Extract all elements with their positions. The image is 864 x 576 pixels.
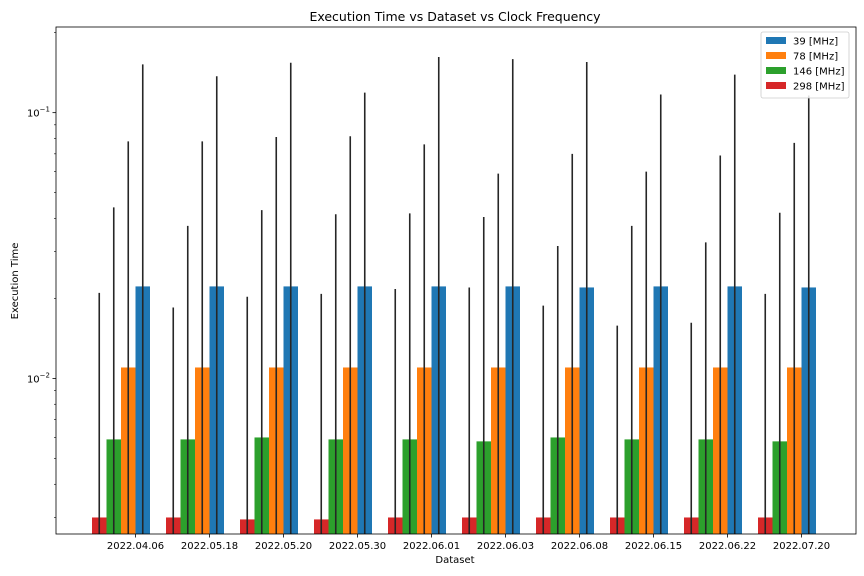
- x-tick-label: 2022.05.20: [255, 541, 312, 552]
- x-tick-label: 2022.06.15: [625, 541, 682, 552]
- x-tick-label: 2022.06.22: [699, 541, 756, 552]
- x-tick-label: 2022.05.30: [329, 541, 386, 552]
- legend-swatch: [766, 67, 786, 74]
- legend-entry: 146 [MHz]: [793, 67, 845, 78]
- plot-area-frame: [55, 26, 857, 535]
- y-tick-label: 10−2: [27, 371, 50, 385]
- legend-entry: 298 [MHz]: [793, 82, 845, 93]
- legend-swatch: [766, 37, 786, 44]
- x-tick-label: 2022.05.18: [181, 541, 238, 552]
- legend-frame: [760, 31, 850, 99]
- legend-entry: 78 [MHz]: [793, 52, 838, 63]
- legend-swatch: [766, 52, 786, 59]
- error-bars-group: [98, 56, 810, 534]
- legend-swatch: [766, 82, 786, 89]
- y-axis: 10−2 10−1: [27, 32, 56, 518]
- legend-entry: 39 [MHz]: [793, 37, 838, 48]
- legend: 39 [MHz] 78 [MHz] 146 [MHz] 298 [MHz]: [760, 31, 850, 99]
- x-tick-label: 2022.06.03: [477, 541, 534, 552]
- chart-title: Execution Time vs Dataset vs Clock Frequ…: [309, 9, 601, 24]
- bars-group: [92, 286, 816, 534]
- x-tick-label: 2022.07.20: [773, 541, 830, 552]
- x-axis-label: Dataset: [435, 555, 474, 566]
- x-tick-label: 2022.06.01: [403, 541, 460, 552]
- y-axis-label: Execution Time: [10, 243, 21, 320]
- y-tick-label: 10−1: [27, 106, 50, 120]
- x-tick-label: 2022.04.06: [107, 541, 164, 552]
- x-tick-label: 2022.06.08: [551, 541, 608, 552]
- x-axis: 2022.04.06 2022.05.18 2022.05.20 2022.05.30…: [107, 534, 830, 552]
